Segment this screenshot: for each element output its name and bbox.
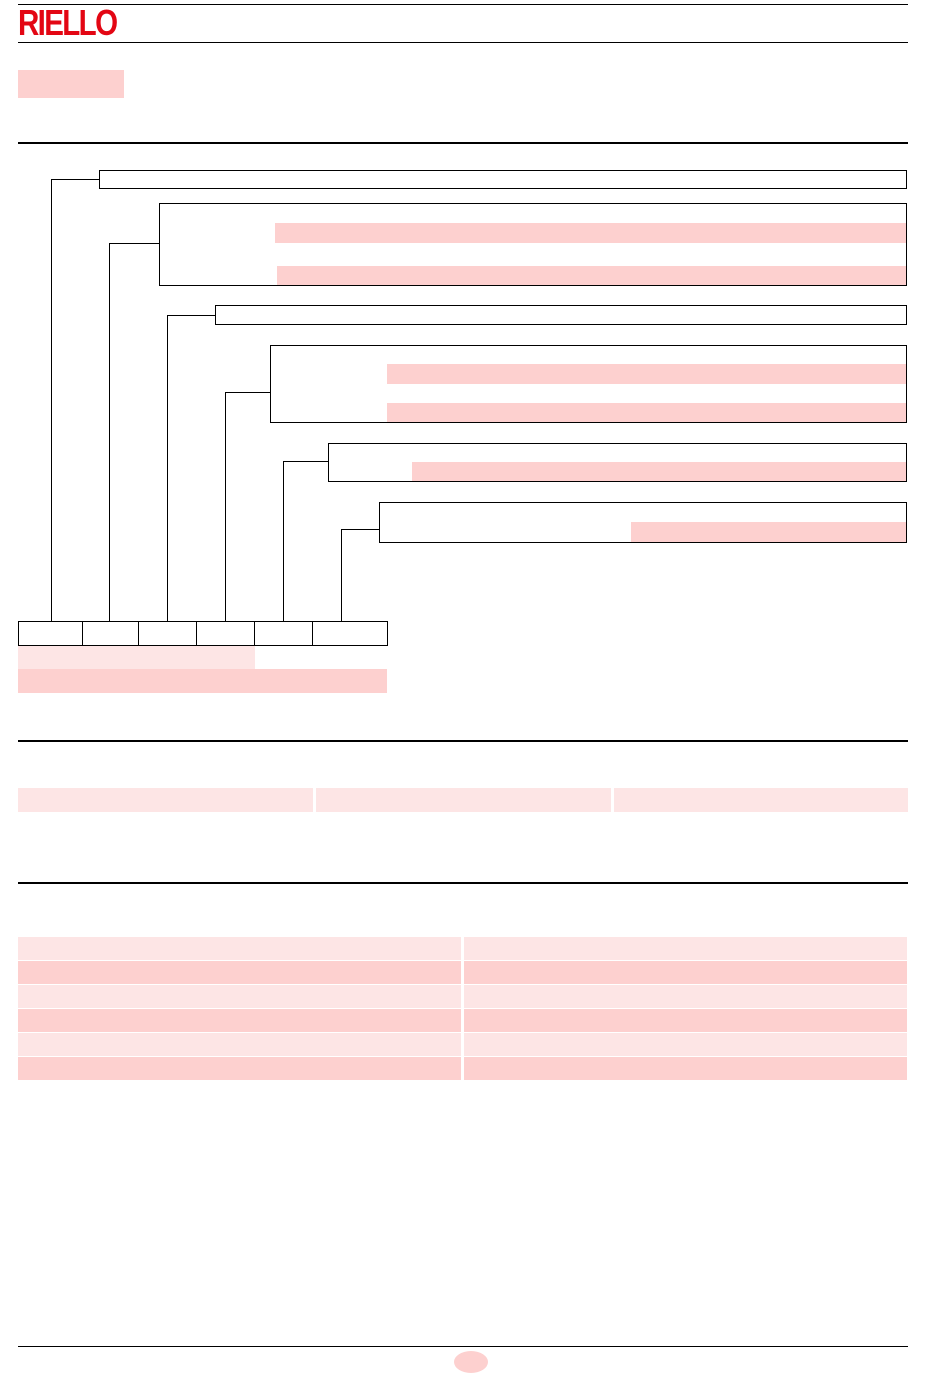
designation-box-2-highlight-1	[275, 223, 906, 243]
designation-code-cell-1	[18, 621, 83, 646]
designation-box-3	[215, 305, 907, 325]
footer-rule	[18, 1346, 908, 1347]
equipment-row-1-left	[18, 937, 461, 960]
connector-1-v	[51, 179, 52, 621]
section-rule-designation	[18, 142, 908, 144]
connector-1-h	[51, 179, 99, 180]
connector-6-h	[341, 529, 379, 530]
equipment-row-3-left	[18, 985, 461, 1008]
designation-box-4	[270, 345, 907, 423]
connector-2-v	[109, 243, 110, 621]
designation-box-2	[159, 203, 907, 286]
riello-logo: RIELLO	[18, 2, 118, 43]
designation-code-cell-5	[254, 621, 313, 646]
designation-box-6	[379, 502, 907, 543]
equipment-row-4-right	[464, 1009, 907, 1032]
section-rule-models	[18, 740, 908, 742]
section-rule-equipment	[18, 882, 908, 884]
connector-6-v	[341, 529, 342, 621]
page-number-badge	[454, 1351, 488, 1373]
equipment-row-3-right	[464, 985, 907, 1008]
designation-box-4-highlight-2	[387, 403, 906, 422]
designation-box-5-highlight	[412, 462, 906, 481]
models-table-cell-1	[18, 788, 313, 812]
connector-3-h	[167, 315, 215, 316]
designation-box-4-highlight-1	[387, 364, 906, 384]
designation-code-cell-4	[196, 621, 255, 646]
designation-box-6-highlight	[631, 522, 906, 542]
section-title-highlight	[18, 70, 124, 98]
header-bottom-rule	[18, 42, 908, 43]
connector-3-v	[167, 315, 168, 621]
models-table-cell-2	[316, 788, 611, 812]
designation-box-5	[328, 443, 907, 482]
equipment-row-5-left	[18, 1033, 461, 1056]
equipment-row-2-left	[18, 961, 461, 984]
connector-4-v	[225, 392, 226, 621]
equipment-row-6-left	[18, 1057, 461, 1080]
equipment-row-5-right	[464, 1033, 907, 1056]
designation-code-cell-6	[312, 621, 388, 646]
header-top-rule	[18, 4, 908, 5]
equipment-row-4-left	[18, 1009, 461, 1032]
connector-5-v	[283, 461, 284, 621]
models-table-cell-3	[614, 788, 908, 812]
connector-2-h	[109, 243, 159, 244]
equipment-row-6-right	[464, 1057, 907, 1080]
designation-code-cell-2	[82, 621, 139, 646]
connector-4-h	[225, 392, 270, 393]
equipment-row-1-right	[464, 937, 907, 960]
designation-code-caption-1	[18, 646, 255, 669]
designation-code-cell-3	[138, 621, 197, 646]
designation-box-2-highlight-2	[277, 266, 906, 285]
designation-box-1	[99, 170, 907, 189]
equipment-row-2-right	[464, 961, 907, 984]
designation-code-caption-2	[18, 669, 387, 693]
connector-5-h	[283, 461, 328, 462]
